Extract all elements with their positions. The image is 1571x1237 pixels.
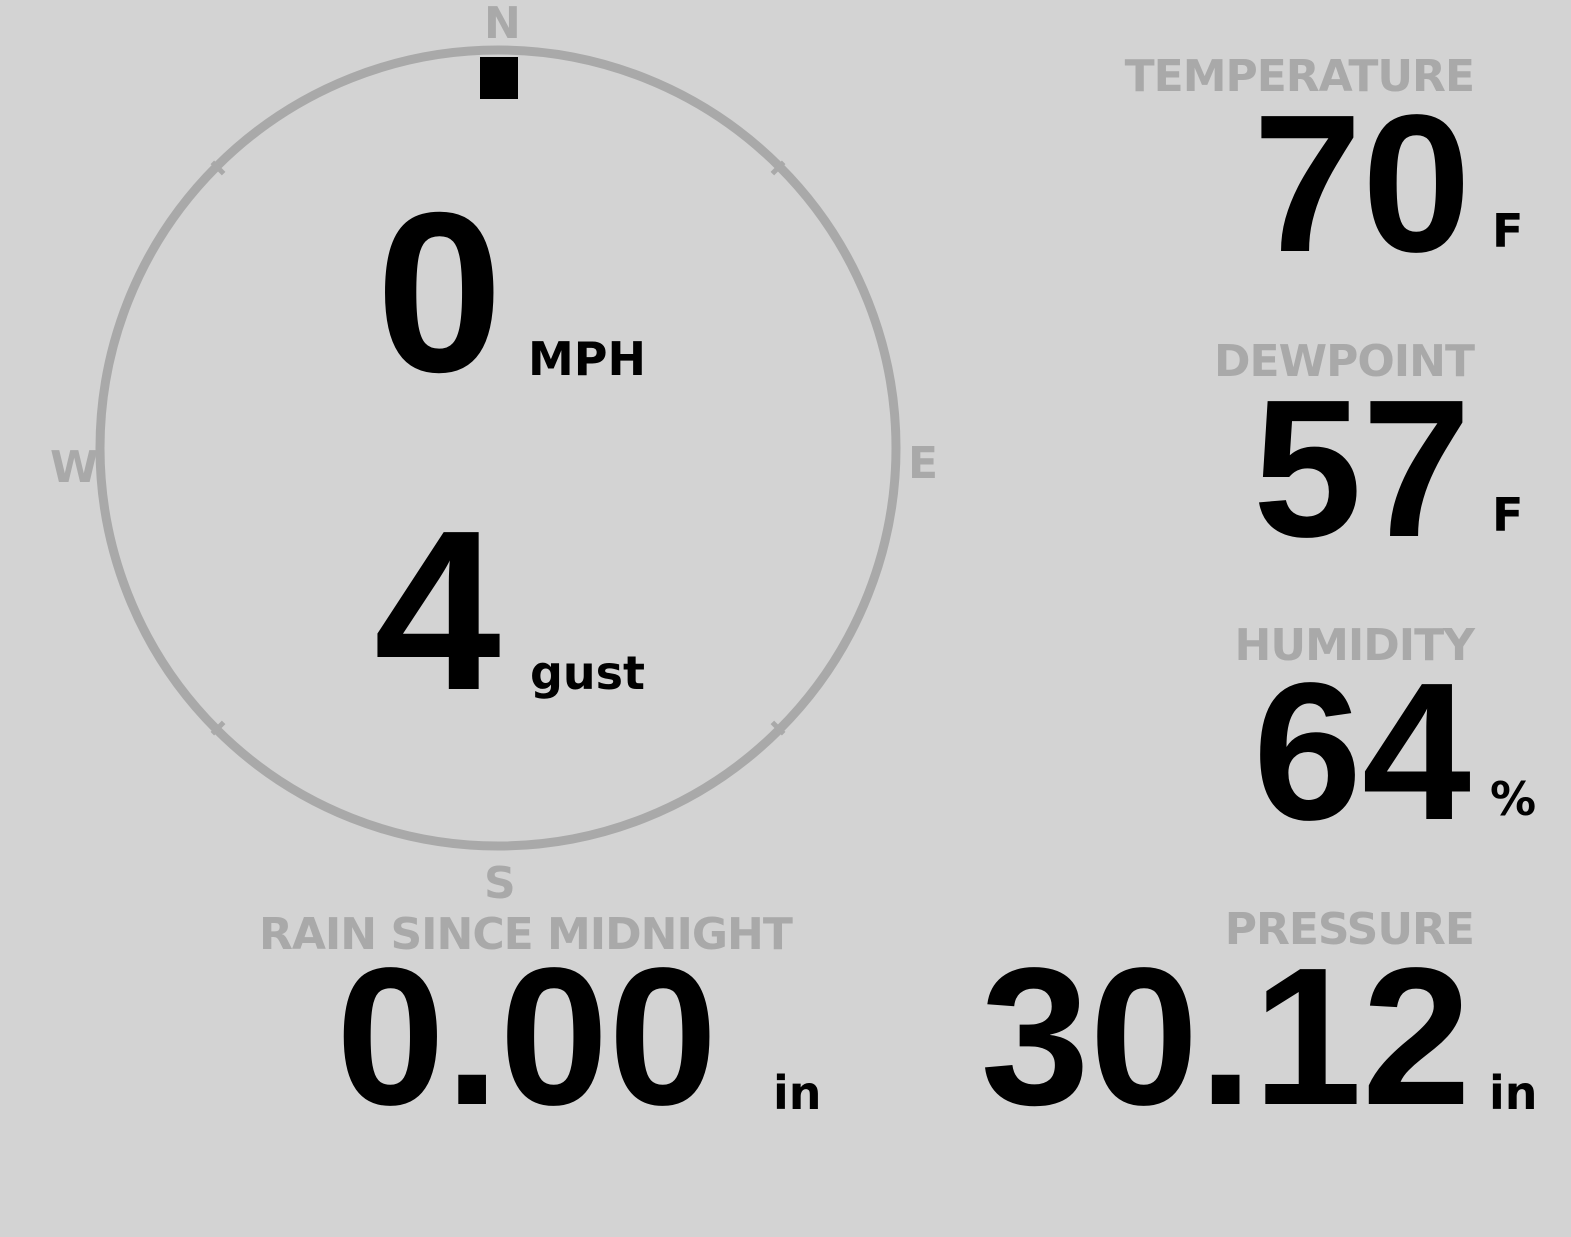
compass-north-label: N bbox=[484, 0, 521, 49]
pressure-label: PRESSURE bbox=[1224, 904, 1475, 955]
temperature-value: 70 bbox=[1252, 74, 1471, 293]
compass-tick bbox=[210, 160, 226, 176]
wind-gust-value: 4 bbox=[374, 484, 501, 738]
pressure-value: 30.12 bbox=[980, 927, 1471, 1146]
compass-tick bbox=[770, 160, 786, 176]
rain-value: 0.00 bbox=[336, 927, 718, 1146]
wind-speed-value: 0 bbox=[376, 166, 503, 420]
humidity-value: 64 bbox=[1252, 642, 1471, 861]
compass-east-label: E bbox=[908, 438, 939, 489]
rain-unit: in bbox=[773, 1066, 822, 1120]
pressure-unit: in bbox=[1489, 1066, 1538, 1120]
dewpoint-value: 57 bbox=[1252, 359, 1471, 578]
wind-speed-unit: MPH bbox=[528, 332, 646, 386]
temperature-label: TEMPERATURE bbox=[1124, 51, 1475, 102]
compass-south-label: S bbox=[484, 858, 516, 909]
wind-gust-unit: gust bbox=[530, 646, 646, 700]
compass-ring bbox=[95, 45, 901, 851]
temperature-unit: F bbox=[1492, 204, 1524, 258]
compass-tick bbox=[770, 720, 786, 736]
dewpoint-unit: F bbox=[1492, 488, 1524, 542]
humidity-unit: % bbox=[1490, 772, 1537, 826]
humidity-label: HUMIDITY bbox=[1234, 620, 1475, 671]
compass-west-label: W bbox=[50, 442, 99, 493]
dewpoint-label: DEWPOINT bbox=[1214, 336, 1475, 387]
wind-direction-marker bbox=[480, 57, 518, 99]
rain-label: RAIN SINCE MIDNIGHT bbox=[259, 909, 793, 960]
compass-tick bbox=[210, 720, 226, 736]
